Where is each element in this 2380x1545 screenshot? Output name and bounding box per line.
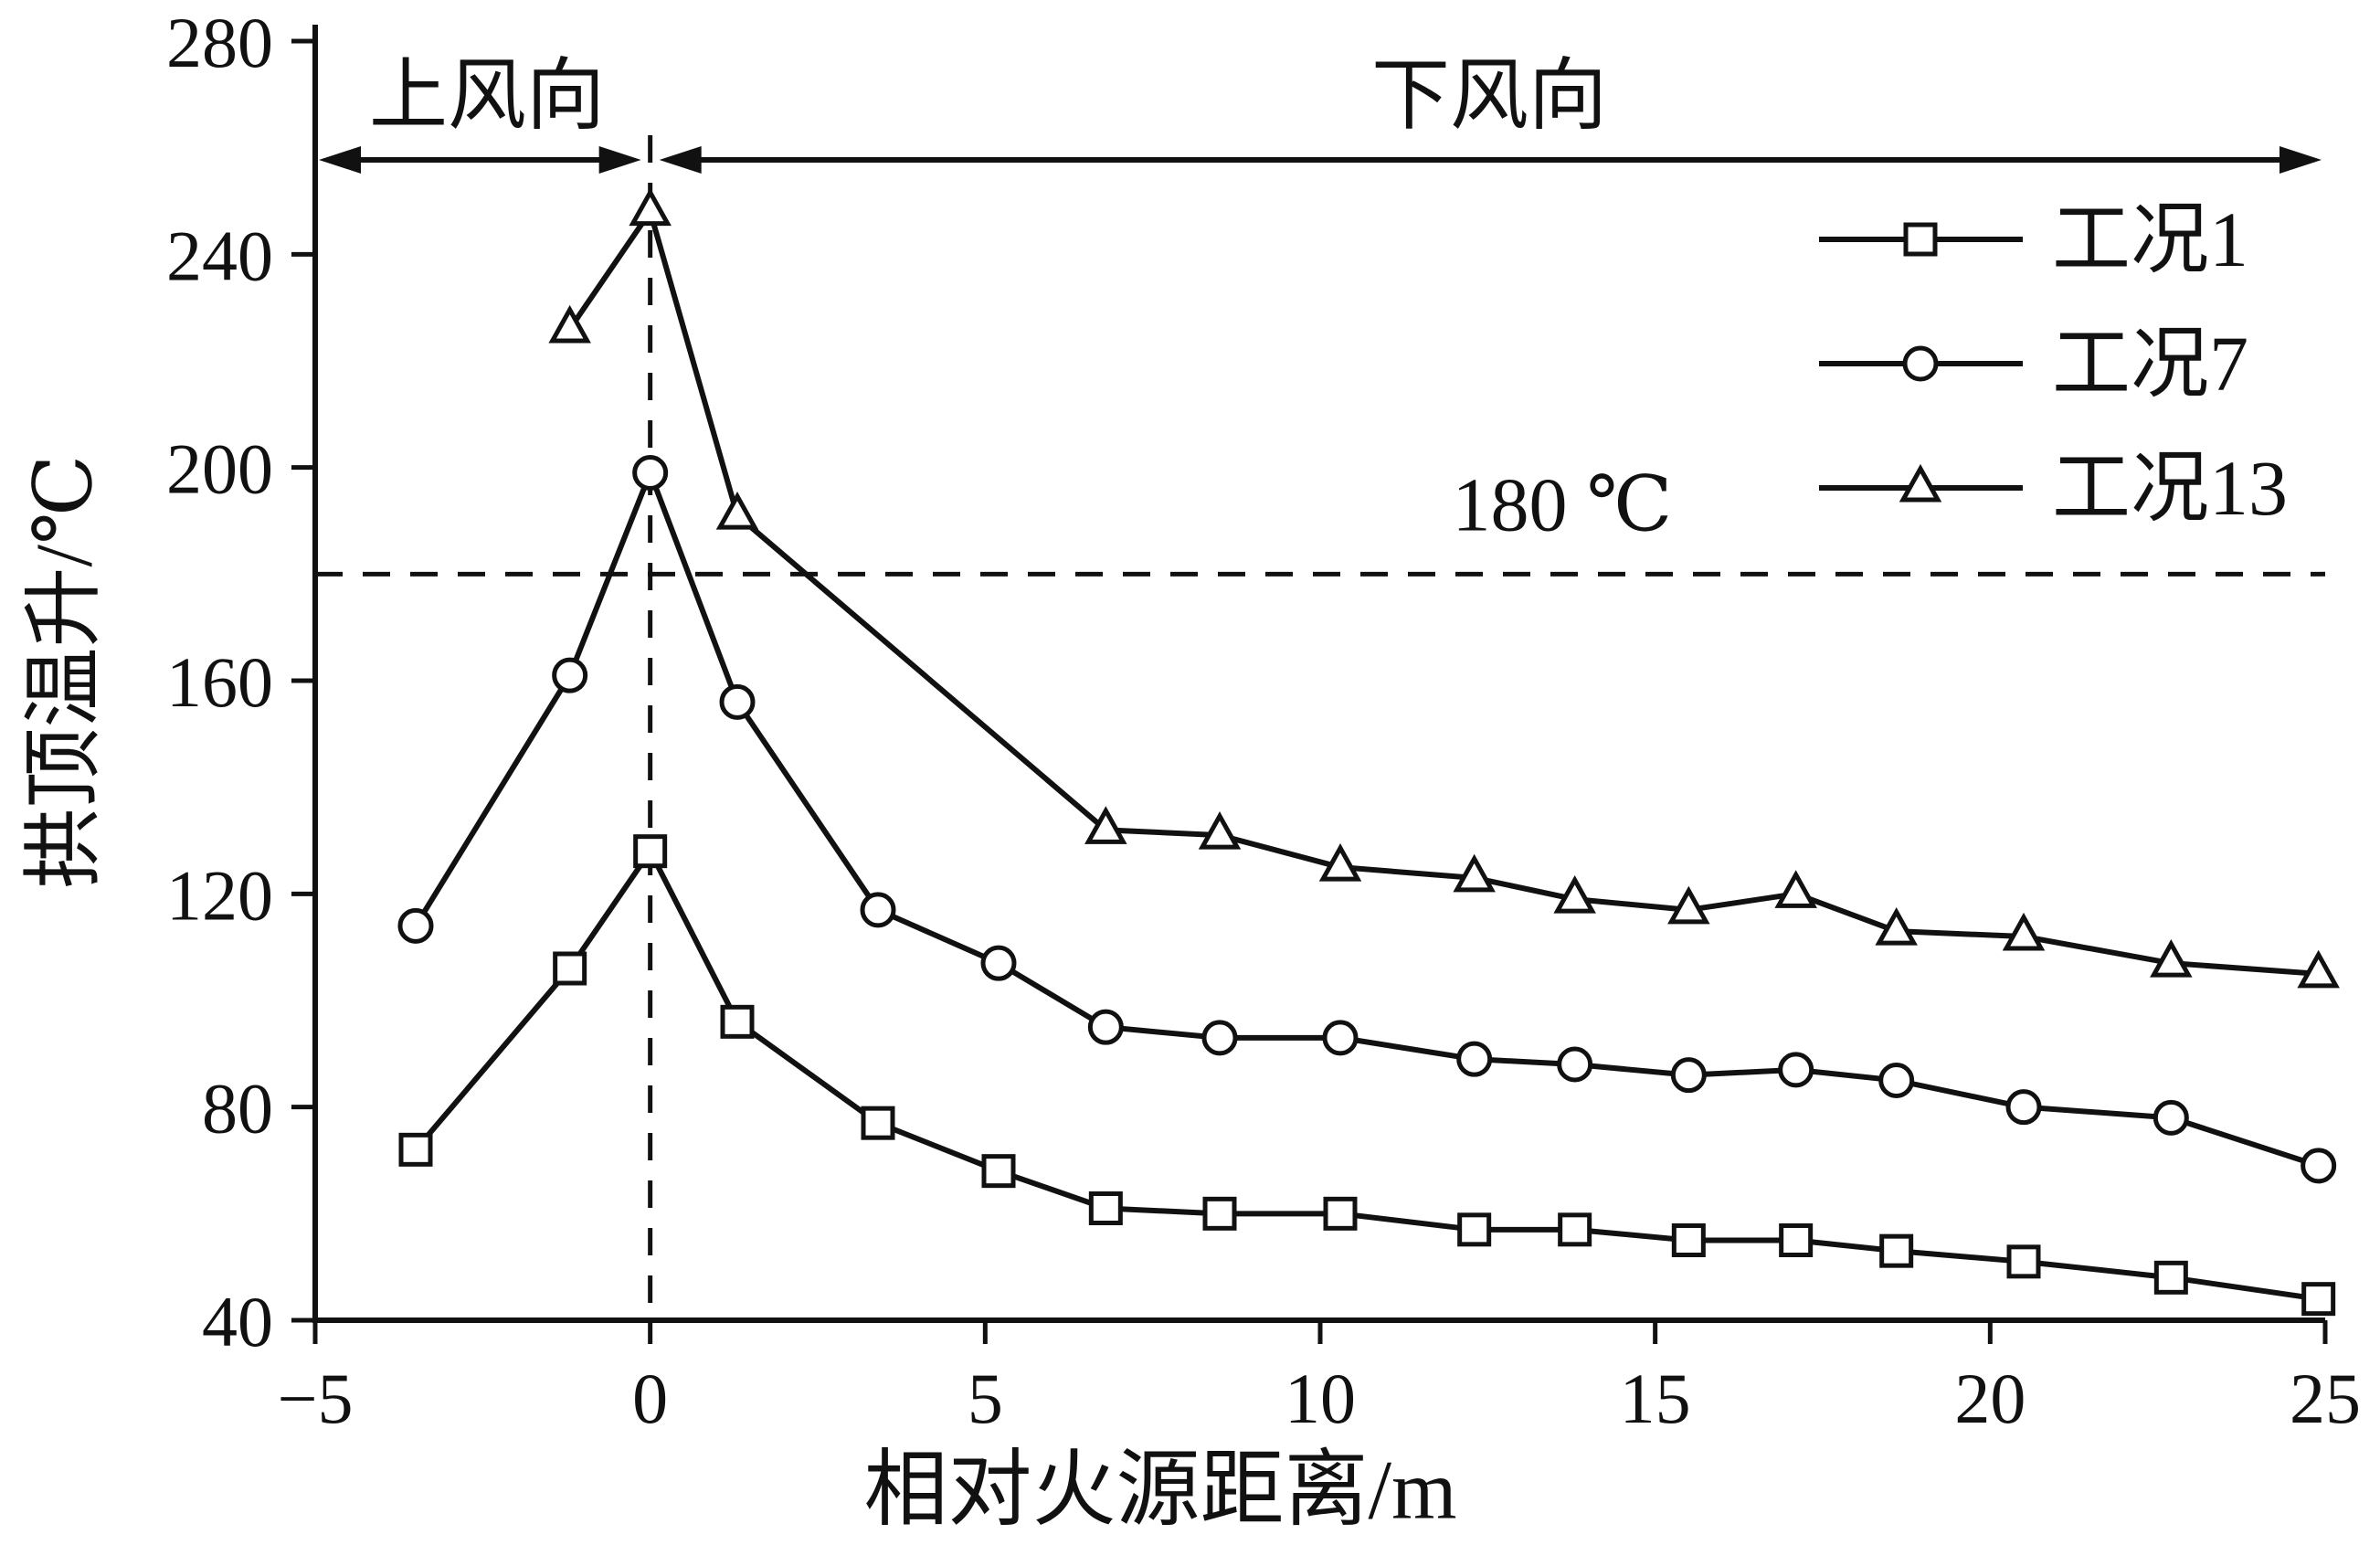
triangle-marker xyxy=(1875,907,1918,946)
circle-marker xyxy=(552,657,588,693)
square-marker xyxy=(2006,1244,2041,1279)
square-marker xyxy=(1779,1223,1814,1257)
circle-marker xyxy=(1557,1046,1593,1083)
x-tick-label: 20 xyxy=(1954,1359,2026,1438)
y-tick-label: 200 xyxy=(166,429,273,509)
triangle-marker xyxy=(2150,939,2193,978)
legend-label: 工况7 xyxy=(2052,320,2248,407)
square-marker xyxy=(861,1106,895,1140)
triangle-marker xyxy=(629,187,672,227)
square-marker xyxy=(1323,1196,1358,1231)
upwind-arrow xyxy=(319,146,641,174)
x-tick-label: −5 xyxy=(278,1359,354,1438)
y-tick-label: 280 xyxy=(166,3,273,82)
triangle-marker xyxy=(1084,806,1127,844)
triangle-marker xyxy=(2297,949,2340,989)
triangle-marker xyxy=(1318,843,1362,882)
y-tick-label: 40 xyxy=(202,1282,273,1361)
circle-marker xyxy=(397,907,434,944)
legend-item: 工况7 xyxy=(1814,314,2288,413)
circle-marker xyxy=(1322,1020,1359,1056)
circle-marker xyxy=(2005,1089,2042,1126)
x-axis-title: 相对火源距离/m xyxy=(863,1443,1457,1537)
legend-label: 工况13 xyxy=(2052,444,2288,532)
downwind-region-label: 下风向 xyxy=(1371,51,1607,140)
upwind-region-label: 上风向 xyxy=(369,51,605,140)
series-line-3 xyxy=(567,208,2319,977)
triangle-marker xyxy=(1774,870,1817,908)
square-marker xyxy=(633,834,668,869)
x-tick-label: 15 xyxy=(1620,1359,1691,1438)
triangle-marker xyxy=(1553,875,1596,914)
square-marker xyxy=(553,951,587,986)
circle-marker xyxy=(980,945,1017,981)
square-marker xyxy=(1088,1191,1123,1225)
circle-marker xyxy=(1878,1063,1915,1098)
y-tick-label: 80 xyxy=(202,1069,273,1148)
triangle-marker xyxy=(1453,853,1496,893)
legend-item: 工况1 xyxy=(1814,190,2288,289)
square-marker xyxy=(1671,1223,1706,1257)
square-marker xyxy=(398,1132,433,1167)
circle-marker xyxy=(1456,1041,1493,1077)
y-tick-label: 240 xyxy=(166,216,273,295)
x-tick-label: 5 xyxy=(968,1359,1003,1438)
legend: 工况1 工况7 工况13 xyxy=(1814,190,2288,537)
triangle-marker xyxy=(2002,912,2046,951)
y-tick-label: 160 xyxy=(166,642,273,722)
circle-marker xyxy=(1670,1057,1707,1094)
circle-marker xyxy=(1201,1020,1238,1056)
square-marker xyxy=(2301,1282,2336,1317)
triangle-marker xyxy=(1899,463,1942,503)
legend-item: 工况13 xyxy=(1814,439,2288,537)
square-marker xyxy=(1202,1196,1237,1231)
threshold-label: 180 ℃ xyxy=(1452,462,1673,548)
series-line-2 xyxy=(413,470,2320,1169)
circle-marker xyxy=(1902,345,1939,382)
circle-marker xyxy=(632,455,669,491)
circle-marker xyxy=(2301,1148,2337,1184)
square-marker xyxy=(1558,1212,1592,1247)
circle-marker xyxy=(719,683,756,720)
series-line-1 xyxy=(413,848,2320,1302)
square-marker xyxy=(2153,1260,2188,1295)
y-tick-label: 120 xyxy=(166,855,273,935)
circle-marker xyxy=(860,892,896,928)
square-legend-sample xyxy=(1819,222,2023,257)
y-axis-title: 拱顶温升/℃ xyxy=(20,454,110,889)
triangle-marker xyxy=(548,304,591,344)
circle-marker xyxy=(1778,1052,1814,1088)
square-marker xyxy=(1903,222,1938,257)
square-marker xyxy=(981,1154,1016,1189)
downwind-arrow xyxy=(659,146,2322,174)
triangle-marker xyxy=(1198,811,1242,850)
series-markers-2 xyxy=(397,455,2337,1184)
series-markers-3 xyxy=(548,187,2340,989)
x-tick-label: 25 xyxy=(2290,1359,2361,1438)
square-marker xyxy=(1457,1212,1492,1247)
triangle-marker xyxy=(715,492,759,530)
x-tick-label: 10 xyxy=(1285,1359,1356,1438)
square-marker xyxy=(720,1004,755,1039)
circle-marker xyxy=(1087,1009,1124,1045)
triangle-legend-sample xyxy=(1819,463,2023,503)
series-markers-1 xyxy=(398,834,2336,1317)
square-marker xyxy=(1879,1233,1914,1268)
triangle-marker xyxy=(1667,885,1710,925)
legend-label: 工况1 xyxy=(2052,196,2248,283)
circle-marker xyxy=(2153,1099,2189,1136)
circle-legend-sample xyxy=(1819,345,2023,382)
x-tick-label: 0 xyxy=(632,1359,668,1438)
